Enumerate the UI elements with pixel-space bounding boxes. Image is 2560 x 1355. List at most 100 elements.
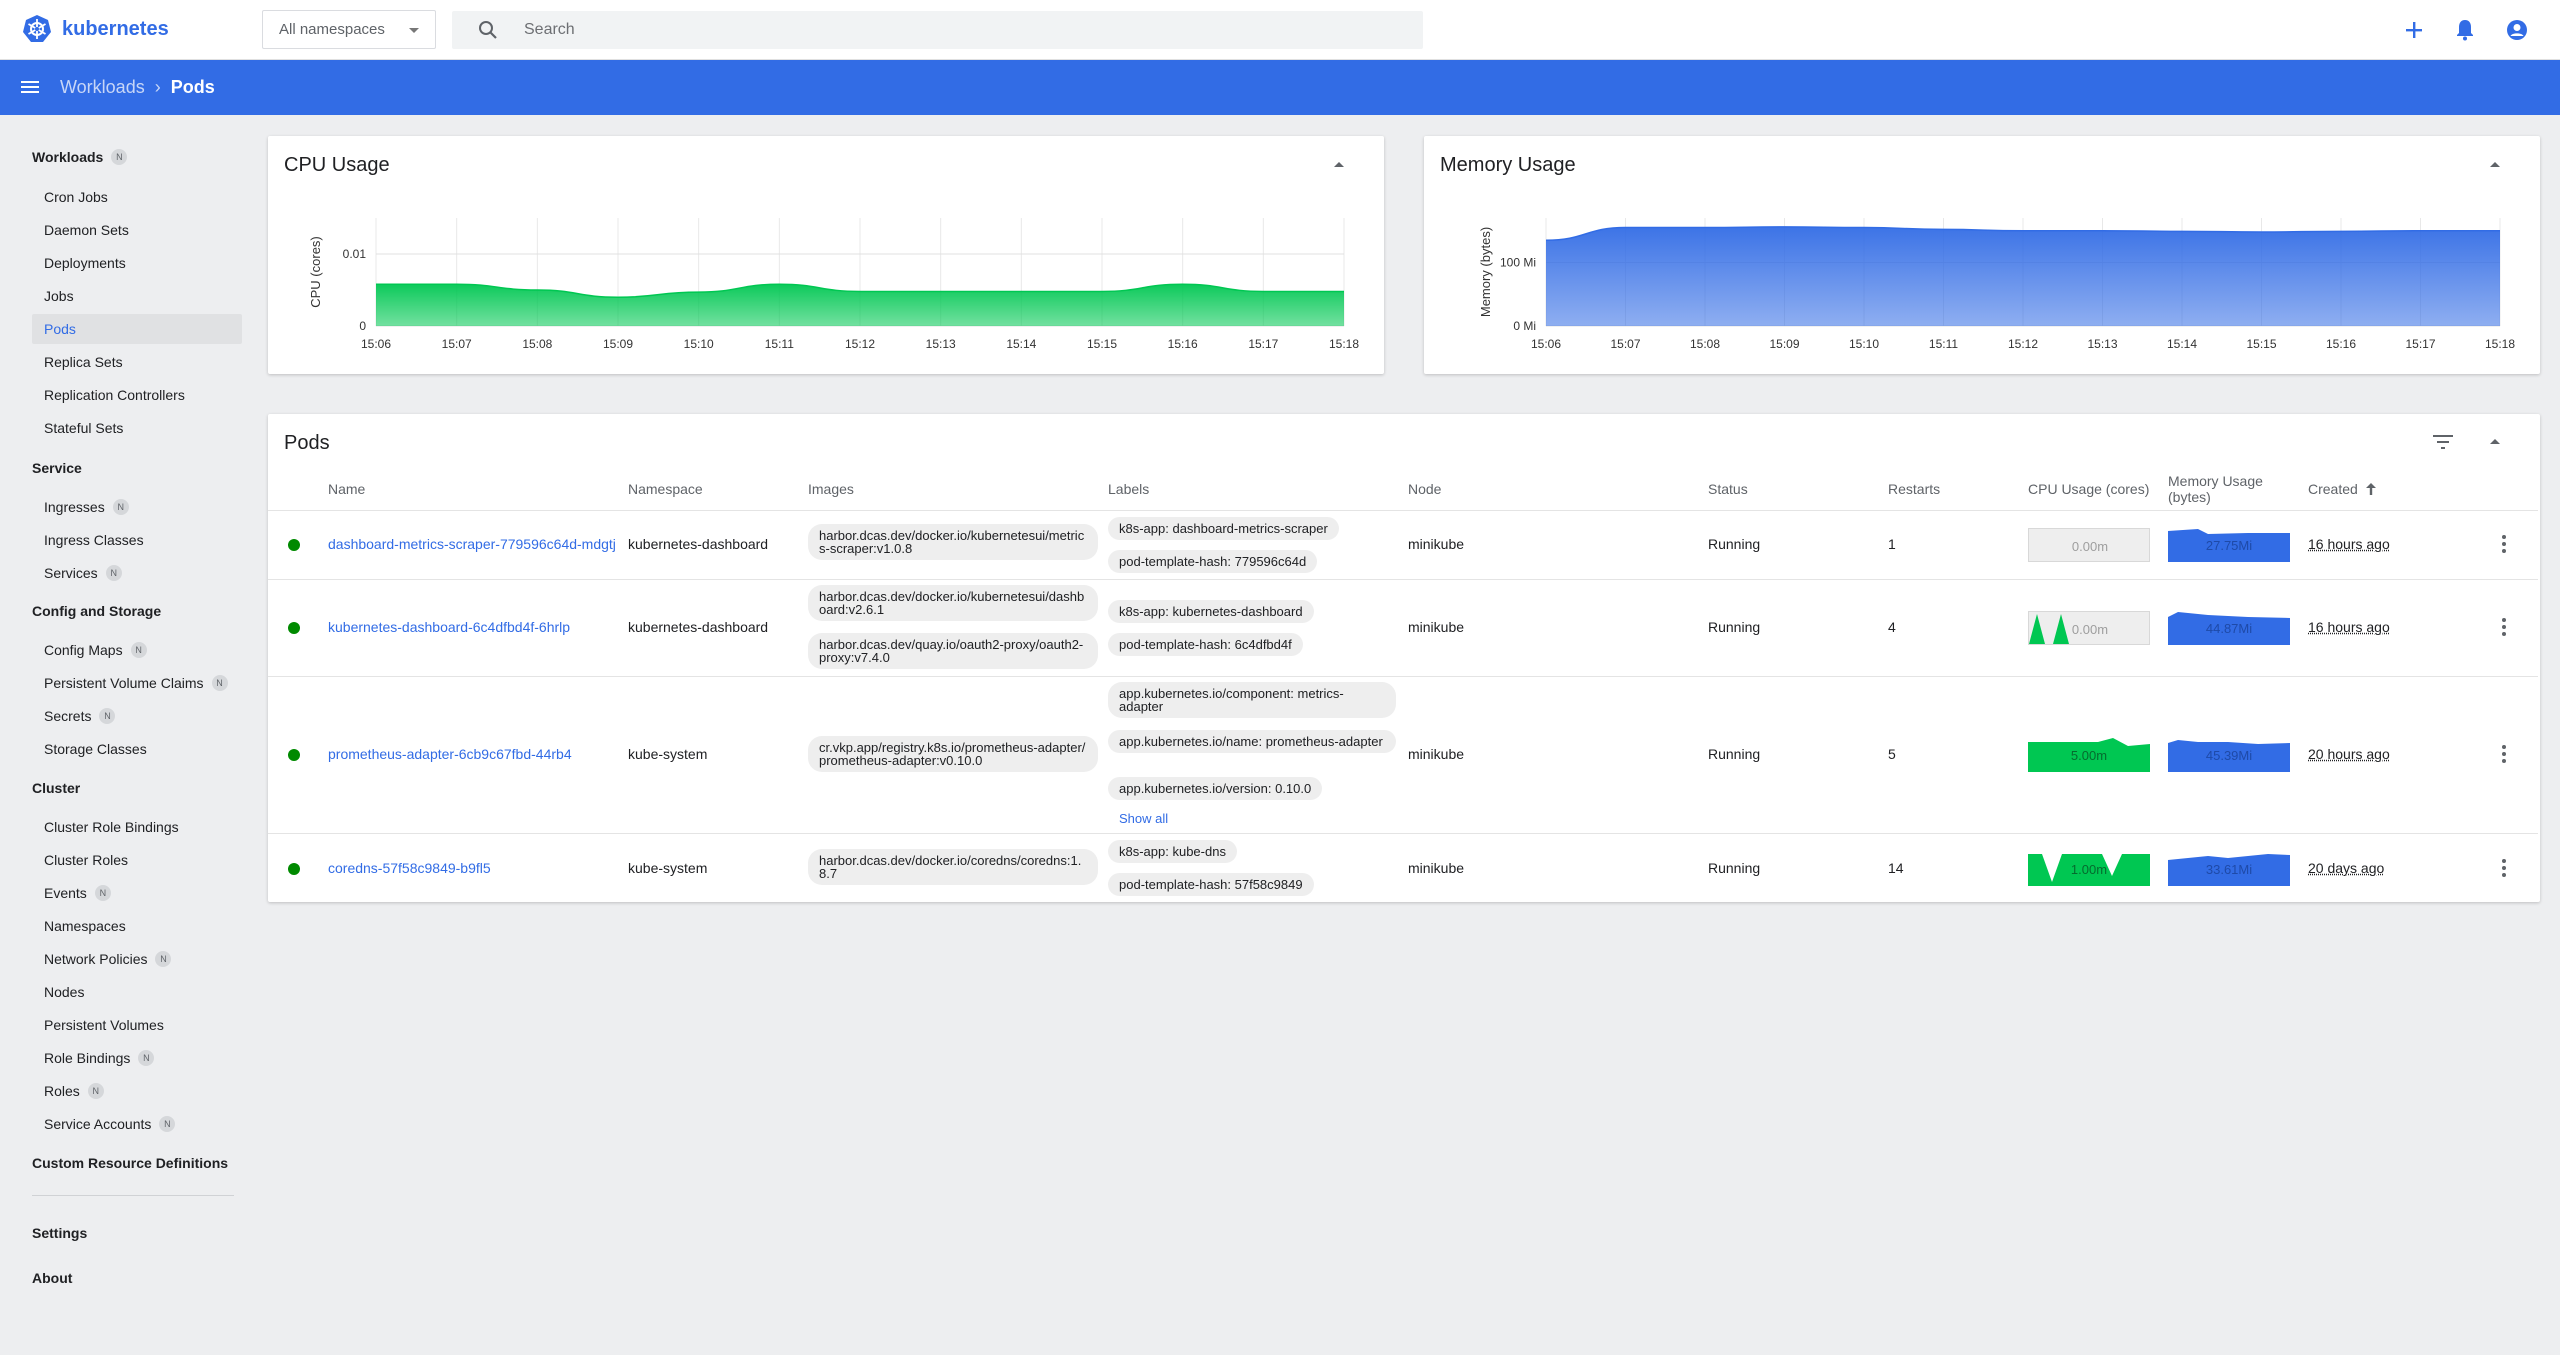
column-header-restarts[interactable]: Restarts — [1888, 481, 1941, 497]
nav-group-cluster[interactable]: Cluster — [32, 780, 80, 796]
kubernetes-logo-icon — [23, 15, 51, 42]
sidebar-item-nodes[interactable]: Nodes — [32, 977, 242, 1007]
sidebar-item-events[interactable]: Events N — [32, 878, 242, 908]
namespaced-badge: N — [159, 1116, 176, 1132]
nav-group-config-and-storage[interactable]: Config and Storage — [32, 603, 161, 619]
collapse-icon[interactable] — [1334, 162, 1344, 167]
x-tick-label: 15:17 — [2405, 337, 2435, 351]
sidebar-item-replication-controllers[interactable]: Replication Controllers — [32, 380, 242, 410]
sidebar-item-label: Stateful Sets — [44, 420, 124, 436]
pod-created: 20 days ago — [2308, 860, 2385, 876]
label-chip: app.kubernetes.io/component: metrics-ada… — [1108, 682, 1396, 718]
sidebar-item-daemon-sets[interactable]: Daemon Sets — [32, 215, 242, 245]
sidebar-item-label: Cluster Role Bindings — [44, 819, 179, 835]
card-title: Memory Usage — [1440, 154, 1576, 176]
image-chip: cr.vkp.app/registry.k8s.io/prometheus-ad… — [808, 736, 1098, 772]
cpu-sparkline-graph — [2028, 738, 2150, 772]
sidebar-item-jobs[interactable]: Jobs — [32, 281, 242, 311]
pod-name-link[interactable]: prometheus-adapter-6cb9c67fbd-44rb4 — [328, 746, 572, 762]
show-all-labels-link[interactable]: Show all — [1119, 811, 1169, 826]
column-header-status[interactable]: Status — [1708, 481, 1748, 497]
sidebar-item-persistent-volumes[interactable]: Persistent Volumes — [32, 1010, 242, 1040]
more-actions-icon[interactable] — [2502, 745, 2506, 766]
nav-group-workloads[interactable]: Workloads N — [32, 149, 128, 165]
sidebar-item-ingresses[interactable]: Ingresses N — [32, 492, 242, 522]
cpu-usage-value: 0.00m — [2071, 539, 2109, 554]
x-tick-label: 15:12 — [845, 337, 875, 351]
pod-node: minikube — [1408, 746, 1465, 762]
sidebar-item-cluster-role-bindings[interactable]: Cluster Role Bindings — [32, 812, 242, 842]
nav-group-service[interactable]: Service — [32, 460, 82, 476]
namespaced-badge: N — [211, 675, 228, 691]
status-ok-icon — [288, 539, 300, 551]
x-tick-label: 15:14 — [1006, 337, 1036, 351]
column-header-memory-usage[interactable]: Memory Usage (bytes) — [2168, 473, 2263, 505]
brand-name: kubernetes — [62, 17, 169, 40]
column-header-created[interactable]: Created — [2308, 481, 2376, 497]
more-actions-icon[interactable] — [2502, 535, 2506, 556]
nav-group-label: Custom Resource Definitions — [32, 1155, 229, 1171]
sidebar-item-label: Cron Jobs — [44, 189, 108, 205]
column-header-node[interactable]: Node — [1408, 481, 1442, 497]
namespaced-badge: N — [87, 1083, 104, 1099]
notifications-button[interactable] — [2453, 18, 2477, 42]
column-header-name[interactable]: Name — [328, 481, 366, 497]
nav-group-custom-resource-definitions[interactable]: Custom Resource Definitions — [32, 1155, 228, 1171]
filter-icon[interactable] — [2432, 434, 2454, 450]
row-divider — [268, 579, 2538, 580]
card-title: Pods — [284, 432, 330, 454]
pod-status: Running — [1708, 746, 1761, 762]
nav-group-label: Service — [32, 460, 82, 476]
sidebar-item-cron-jobs[interactable]: Cron Jobs — [32, 182, 242, 212]
sidebar-item-pods[interactable]: Pods — [32, 314, 242, 344]
collapse-icon[interactable] — [2490, 439, 2500, 444]
row-divider — [268, 833, 2538, 834]
namespaced-badge: N — [94, 885, 111, 901]
sidebar-item-replica-sets[interactable]: Replica Sets — [32, 347, 242, 377]
brand[interactable]: kubernetes — [22, 14, 169, 44]
namespaced-badge: N — [138, 1050, 155, 1066]
namespace-select[interactable]: All namespaces — [262, 10, 436, 49]
sidebar-item-ingress-classes[interactable]: Ingress Classes — [32, 525, 242, 555]
nav-settings[interactable]: Settings — [32, 1225, 87, 1241]
sidebar-item-service-accounts[interactable]: Service Accounts N — [32, 1109, 242, 1139]
x-tick-label: 15:11 — [765, 337, 794, 351]
search-input[interactable] — [524, 11, 1404, 49]
x-tick-label: 15:06 — [1531, 337, 1561, 351]
breadcrumb-workloads[interactable]: Workloads — [60, 77, 145, 97]
sidebar-item-secrets[interactable]: Secrets N — [32, 701, 242, 731]
sidebar-item-services[interactable]: Services N — [32, 558, 242, 588]
x-tick-label: 15:09 — [1769, 337, 1799, 351]
pods-card: Pods Name Namespace Images Labels Node S… — [268, 414, 2540, 902]
sidebar-item-persistent-volume-claims[interactable]: Persistent Volume Claims N — [32, 668, 242, 698]
x-tick-label: 15:08 — [522, 337, 552, 351]
sidebar-item-roles[interactable]: Roles N — [32, 1076, 242, 1106]
nav-about[interactable]: About — [32, 1270, 72, 1286]
cpu-sparkline-graph — [2029, 614, 2069, 644]
collapse-icon[interactable] — [2490, 162, 2500, 167]
more-actions-icon[interactable] — [2502, 859, 2506, 880]
cpu-usage-value: 1.00m — [2070, 862, 2108, 877]
sidebar-item-cluster-roles[interactable]: Cluster Roles — [32, 845, 242, 875]
namespaced-badge: N — [130, 642, 147, 658]
sidebar-item-role-bindings[interactable]: Role Bindings N — [32, 1043, 242, 1073]
y-axis-label: CPU (cores) — [308, 236, 323, 308]
menu-icon[interactable] — [20, 77, 40, 97]
create-button[interactable] — [2402, 18, 2426, 42]
sidebar-item-storage-classes[interactable]: Storage Classes — [32, 734, 242, 764]
memory-sparkline: 45.39Mi — [2168, 738, 2290, 772]
pod-name-link[interactable]: coredns-57f58c9849-b9fl5 — [328, 860, 491, 876]
more-actions-icon[interactable] — [2502, 618, 2506, 639]
column-header-cpu-usage[interactable]: CPU Usage (cores) — [2028, 481, 2150, 497]
sidebar-item-label: Service Accounts — [44, 1116, 152, 1132]
cpu-usage-card: CPU Usage 0 0.01 15:06 15:07 15:08 15:09 15:10… — [268, 136, 1384, 374]
column-header-namespace[interactable]: Namespace — [628, 481, 703, 497]
account-button[interactable] — [2505, 18, 2529, 42]
sidebar-item-stateful-sets[interactable]: Stateful Sets — [32, 413, 242, 443]
pod-name-link[interactable]: kubernetes-dashboard-6c4dfbd4f-6hrlp — [328, 619, 571, 635]
sidebar-item-network-policies[interactable]: Network Policies N — [32, 944, 242, 974]
sidebar-item-deployments[interactable]: Deployments — [32, 248, 242, 278]
sidebar-item-namespaces[interactable]: Namespaces — [32, 911, 242, 941]
sidebar-item-config-maps[interactable]: Config Maps N — [32, 635, 242, 665]
pod-name-link[interactable]: dashboard-metrics-scraper-779596c64d-mdg… — [328, 536, 616, 552]
